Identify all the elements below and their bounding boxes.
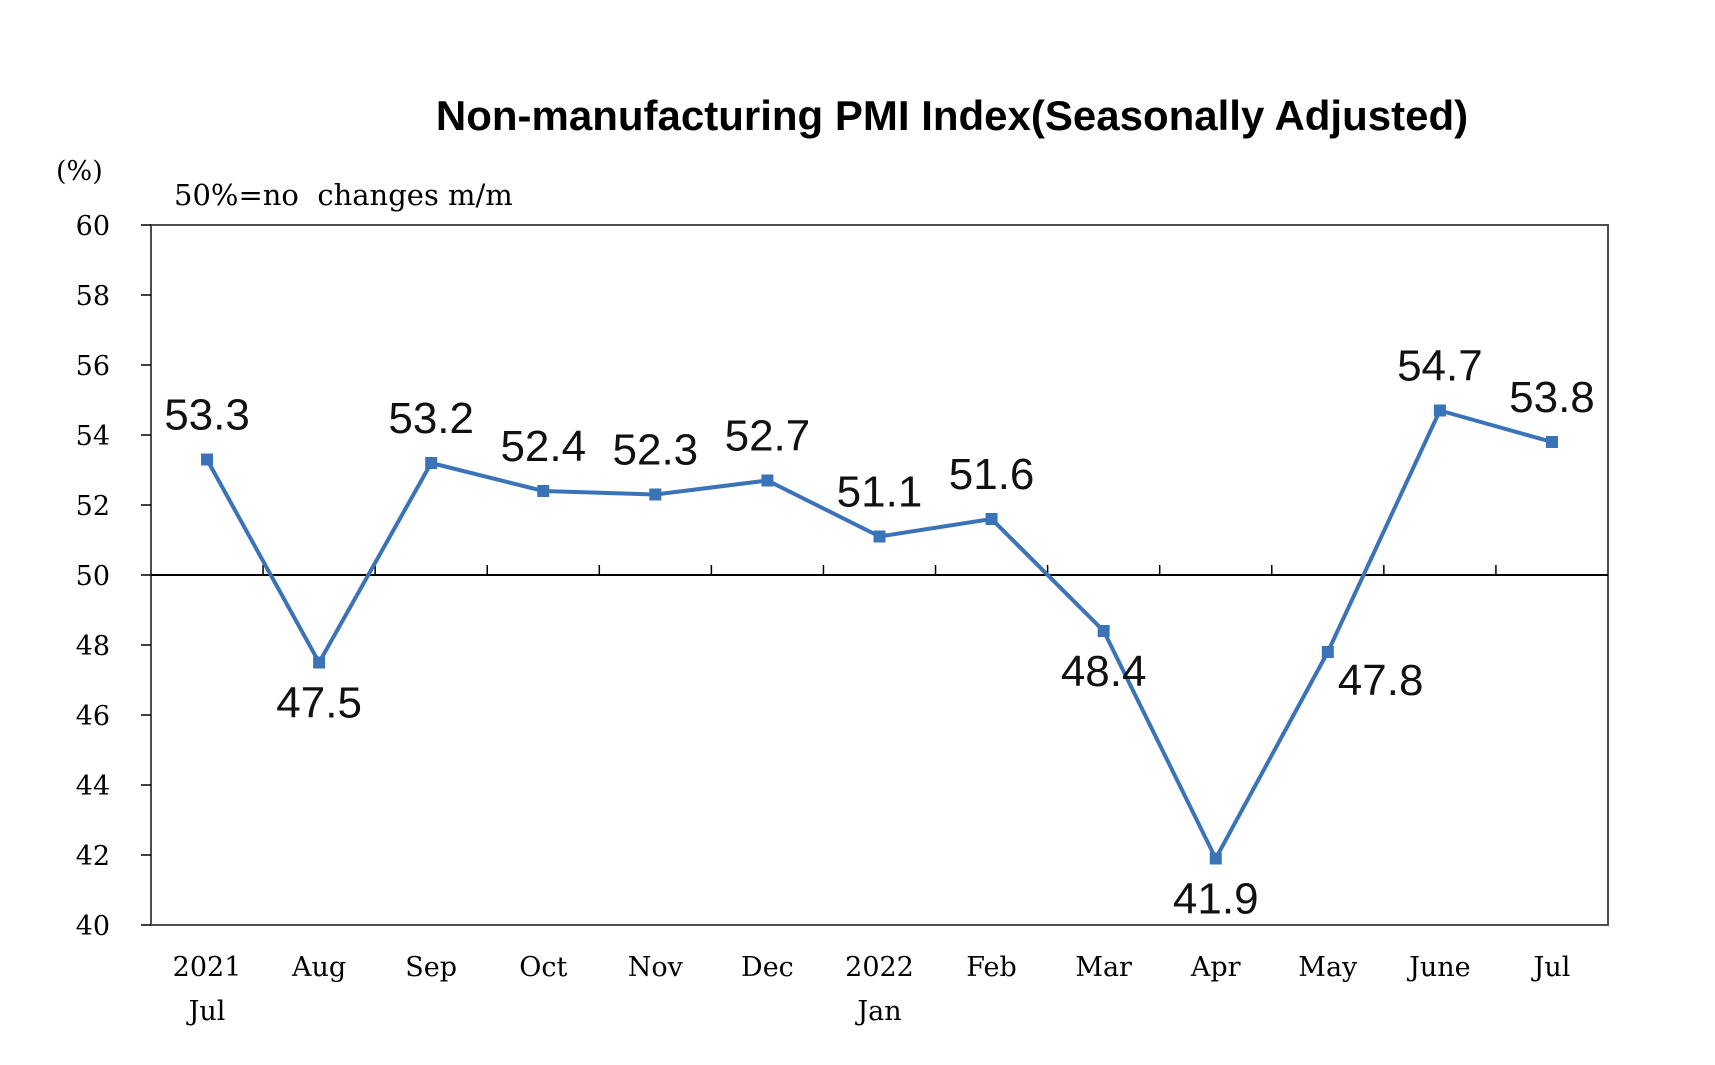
y-tick-label: 54 [76,421,110,452]
data-label: 41.9 [1173,875,1259,924]
data-label: 51.1 [837,468,923,517]
chart-title: Non-manufacturing PMI Index(Seasonally A… [436,92,1468,139]
x-tick-label: Apr [1190,952,1241,983]
data-point [425,457,438,469]
data-point [985,513,998,525]
x-tick-label: Oct [519,952,567,983]
data-point [761,474,774,487]
y-tick-label: 60 [76,211,110,242]
x-tick-label: June [1406,952,1471,983]
x-tick-label: May [1298,952,1358,983]
x-tick-label: Dec [741,952,794,983]
y-tick-label: 44 [76,771,110,802]
y-tick-label: 50 [76,561,110,592]
y-tick-label: 52 [76,491,110,522]
data-point [313,656,326,669]
data-label: 54.7 [1397,342,1483,391]
data-point [873,530,886,543]
data-label: 47.5 [276,679,362,728]
data-label: 53.8 [1509,373,1595,422]
x-tick-label: Aug [291,952,346,983]
x-tick-label: Jul [1531,952,1571,983]
data-point [1433,404,1446,417]
y-axis: 40 42 44 46 48 50 52 54 56 58 60 [76,211,151,942]
data-label: 47.8 [1338,656,1424,705]
data-label: 52.3 [613,426,699,475]
x-tick-label: Feb [966,952,1017,983]
x-tick-label: 2022 [845,952,914,983]
data-label: 51.6 [949,450,1035,499]
data-point [537,485,550,497]
data-labels: 53.3 47.5 53.2 52.4 52.3 52.7 51.1 51.6 48.4 41.9… [164,342,1595,924]
data-label: 53.2 [388,394,474,443]
reference-note: 50%=no changes m/m [174,178,513,212]
data-point [201,453,214,466]
x-tick-label: Jul [186,996,226,1027]
y-tick-label: 42 [76,841,110,872]
x-tick-label: Jan [854,996,901,1027]
data-point [1097,625,1110,637]
data-point [1321,646,1334,658]
data-point [649,488,662,501]
y-tick-label: 40 [76,911,110,942]
x-axis: 2021 Jul Aug Sep Oct Nov Dec 2022 Jan Feb Mar Apr Ma… [173,565,1571,1027]
y-tick-label: 56 [76,351,110,382]
data-label: 52.4 [500,422,586,471]
x-tick-label: Nov [628,952,684,983]
x-tick-label: Mar [1075,952,1132,983]
data-label: 48.4 [1061,647,1147,696]
x-tick-label: 2021 [173,952,242,983]
y-tick-label: 46 [76,701,110,732]
data-markers [201,404,1558,865]
y-tick-label: 48 [76,631,110,662]
data-point [1209,852,1222,865]
y-tick-label: 58 [76,281,110,312]
y-unit-label: (%) [56,156,103,187]
data-label: 52.7 [725,412,811,461]
x-tick-label: Sep [405,952,457,983]
data-label: 53.3 [164,391,250,440]
data-point [1545,436,1558,448]
